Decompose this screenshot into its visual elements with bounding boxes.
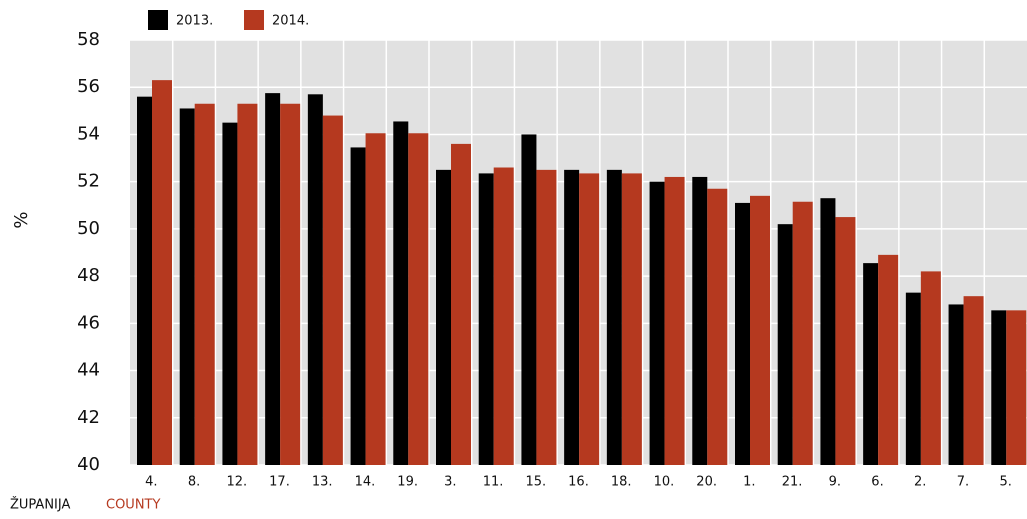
bar bbox=[222, 122, 238, 465]
x-tick-label: 20. bbox=[696, 475, 717, 490]
bar bbox=[152, 80, 172, 465]
legend-swatch bbox=[244, 10, 264, 30]
bar bbox=[905, 292, 921, 465]
x-tick-label: 6. bbox=[871, 475, 883, 490]
bar bbox=[621, 173, 642, 465]
bar bbox=[521, 134, 537, 465]
bar bbox=[365, 133, 386, 465]
x-axis-label-en: COUNTY bbox=[106, 498, 160, 513]
bar bbox=[408, 133, 429, 465]
bar bbox=[350, 147, 366, 466]
bar bbox=[179, 108, 195, 465]
x-tick-label: 11. bbox=[483, 475, 504, 490]
y-tick-label: 44 bbox=[77, 360, 100, 381]
x-tick-label: 17. bbox=[269, 475, 290, 490]
bar bbox=[963, 296, 984, 465]
bar bbox=[451, 143, 471, 465]
bar bbox=[878, 254, 899, 465]
y-tick-label: 48 bbox=[77, 265, 100, 286]
x-tick-label: 18. bbox=[611, 475, 632, 490]
legend-label: 2014. bbox=[272, 14, 309, 29]
y-tick-label: 52 bbox=[77, 171, 100, 192]
bar bbox=[920, 271, 941, 465]
bar bbox=[393, 121, 409, 465]
x-tick-label: 1. bbox=[743, 475, 755, 490]
bar bbox=[664, 176, 685, 465]
x-tick-label: 3. bbox=[444, 475, 456, 490]
y-tick-label: 40 bbox=[77, 454, 100, 475]
x-tick-label: 8. bbox=[188, 475, 200, 490]
bar bbox=[948, 304, 964, 465]
bar bbox=[237, 103, 258, 465]
bar bbox=[478, 173, 494, 465]
x-tick-label: 7. bbox=[957, 475, 969, 490]
y-axis-label: % bbox=[11, 211, 32, 228]
x-tick-label: 12. bbox=[226, 475, 247, 490]
x-tick-label: 5. bbox=[999, 475, 1011, 490]
bar bbox=[564, 169, 580, 465]
bar bbox=[307, 94, 323, 466]
x-tick-label: 13. bbox=[312, 475, 333, 490]
x-tick-label: 14. bbox=[355, 475, 376, 490]
bar bbox=[692, 176, 708, 465]
bar bbox=[820, 198, 836, 465]
bar bbox=[991, 310, 1007, 465]
bar bbox=[863, 263, 879, 465]
bar bbox=[265, 93, 281, 465]
y-tick-label: 54 bbox=[77, 123, 100, 144]
bar bbox=[579, 173, 600, 465]
bar bbox=[735, 202, 750, 465]
x-tick-label: 2. bbox=[914, 475, 926, 490]
bar bbox=[194, 103, 215, 465]
bar bbox=[436, 169, 451, 465]
bar bbox=[835, 217, 856, 465]
bar bbox=[750, 195, 770, 466]
bar bbox=[1006, 310, 1027, 465]
bar bbox=[649, 181, 665, 465]
x-tick-label: 4. bbox=[145, 475, 157, 490]
x-tick-label: 21. bbox=[782, 475, 803, 490]
x-tick-label: 9. bbox=[829, 475, 841, 490]
x-tick-label: 19. bbox=[397, 475, 418, 490]
bar bbox=[606, 169, 622, 465]
legend-label: 2013. bbox=[176, 14, 213, 29]
bar bbox=[792, 201, 813, 465]
x-tick-label: 15. bbox=[525, 475, 546, 490]
bar bbox=[536, 169, 557, 465]
bar bbox=[777, 224, 793, 465]
x-tick-label: 10. bbox=[654, 475, 675, 490]
y-tick-label: 46 bbox=[77, 312, 100, 333]
y-tick-label: 58 bbox=[77, 29, 100, 50]
x-tick-label: 16. bbox=[568, 475, 589, 490]
bar bbox=[707, 188, 728, 465]
bar bbox=[493, 167, 514, 465]
legend-swatch bbox=[148, 10, 168, 30]
y-tick-label: 50 bbox=[77, 218, 100, 239]
bar bbox=[137, 96, 152, 466]
bar bbox=[280, 103, 301, 465]
bar bbox=[322, 115, 343, 466]
y-tick-label: 42 bbox=[77, 407, 100, 428]
y-tick-label: 56 bbox=[77, 76, 100, 97]
x-axis-label: ŽUPANIJA bbox=[10, 497, 70, 513]
